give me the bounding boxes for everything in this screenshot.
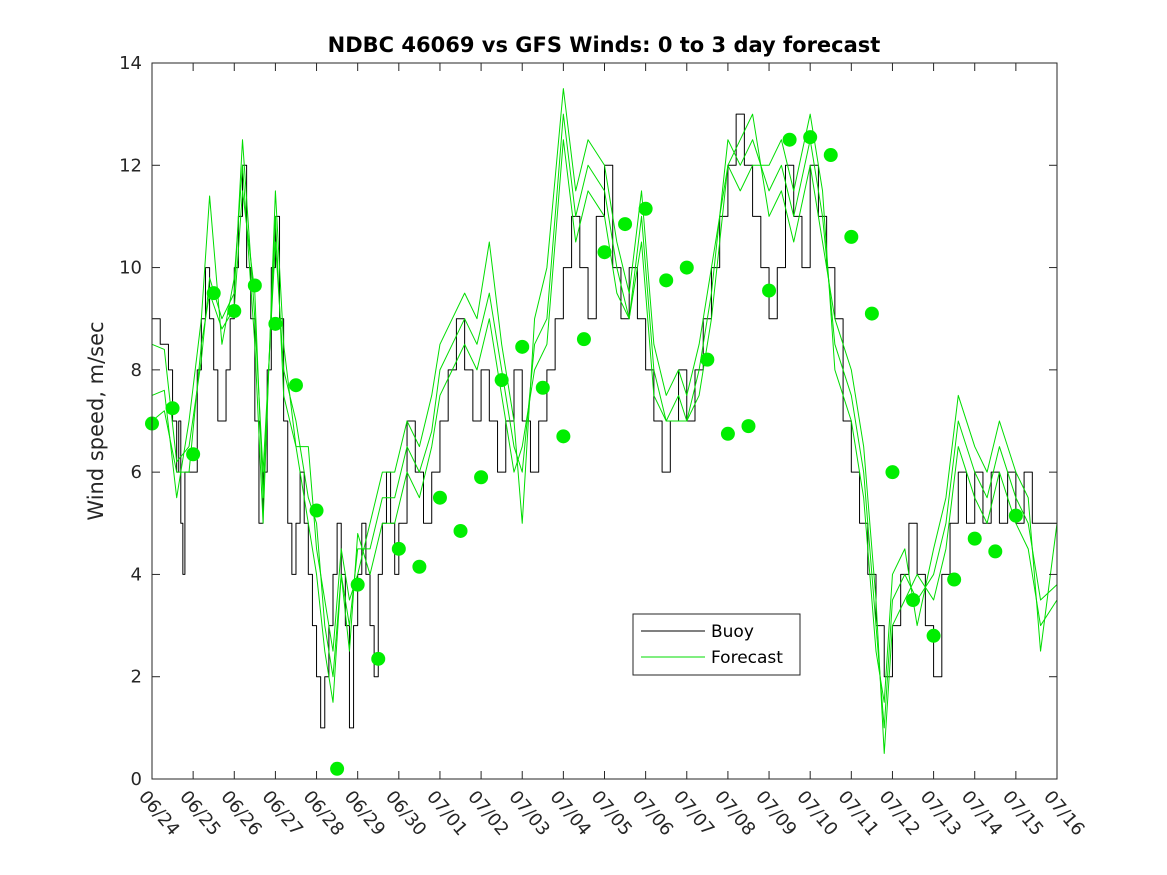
forecast-marker: [309, 503, 324, 518]
forecast-marker: [576, 332, 591, 347]
forecast-marker: [474, 470, 489, 485]
forecast-marker: [659, 273, 674, 288]
forecast-marker: [391, 541, 406, 556]
forecast-series-line: [151, 88, 1058, 703]
forecast-marker: [288, 378, 303, 393]
forecast-marker: [350, 577, 365, 592]
y-tick-label: 14: [119, 53, 142, 74]
y-tick-label: 8: [131, 360, 142, 381]
forecast-marker: [597, 245, 612, 260]
forecast-marker: [803, 130, 818, 145]
forecast-marker: [741, 419, 756, 434]
y-tick-label: 4: [131, 564, 142, 585]
forecast-marker: [762, 283, 777, 298]
forecast-marker: [206, 286, 221, 301]
legend-box: [632, 613, 801, 676]
y-tick-label: 0: [131, 769, 142, 790]
forecast-marker: [844, 229, 859, 244]
forecast-marker: [618, 217, 633, 232]
y-tick-label: 2: [131, 667, 142, 688]
forecast-marker: [638, 201, 653, 216]
forecast-marker: [679, 260, 694, 275]
forecast-marker: [700, 352, 715, 367]
forecast-marker: [926, 628, 941, 643]
legend: Buoy Forecast: [632, 613, 801, 676]
forecast-marker: [186, 447, 201, 462]
forecast-marker: [782, 132, 797, 147]
forecast-marker: [165, 401, 180, 416]
legend-forecast-label: Forecast: [711, 648, 783, 668]
y-tick-label: 6: [131, 462, 142, 483]
y-axis: 0 2 4 6 8 10 12 14: [119, 53, 1057, 790]
forecast-marker: [1008, 508, 1023, 523]
forecast-marker: [947, 572, 962, 587]
y-axis-label: Wind speed, m/sec: [84, 321, 108, 520]
forecast-marker: [412, 559, 427, 574]
y-tick-label: 12: [119, 155, 142, 176]
legend-buoy-label: Buoy: [711, 622, 754, 642]
forecast-marker: [967, 531, 982, 546]
forecast-marker: [556, 429, 571, 444]
forecast-marker: [371, 651, 386, 666]
forecast-marker: [247, 278, 262, 293]
forecast-marker: [494, 373, 509, 388]
chart-title: NDBC 46069 vs GFS Winds: 0 to 3 day fore…: [328, 33, 881, 57]
forecast-marker: [535, 380, 550, 395]
forecast-marker: [988, 544, 1003, 559]
forecast-marker: [823, 148, 838, 163]
y-tick-label: 10: [119, 258, 142, 279]
forecast-series-line: [151, 113, 1058, 754]
forecast-marker: [515, 339, 530, 354]
forecast-marker: [864, 306, 879, 321]
forecast-marker: [268, 316, 283, 331]
forecast-marker: [227, 304, 242, 319]
forecast-marker: [906, 593, 921, 607]
buoy-series-line: [152, 113, 1057, 729]
forecast-marker: [330, 761, 345, 776]
forecast-marker: [720, 426, 735, 441]
marker-layer: [145, 130, 1023, 776]
forecast-marker: [432, 490, 447, 505]
series-layer: [151, 88, 1058, 754]
forecast-marker: [453, 523, 468, 538]
forecast-marker: [885, 465, 900, 480]
